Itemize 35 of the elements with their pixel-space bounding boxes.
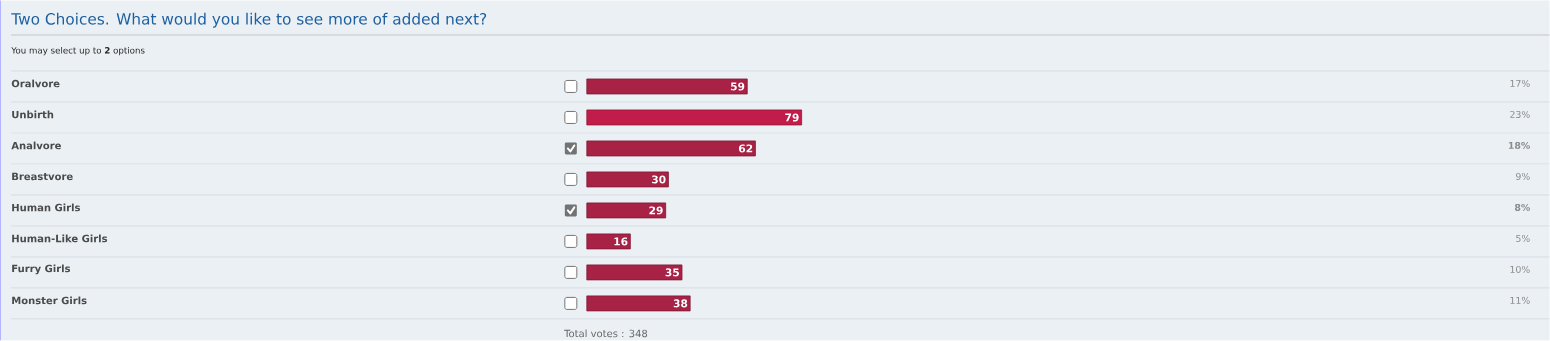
- bar: [586, 109, 803, 126]
- bar: [586, 171, 669, 188]
- text: 8%: [1514, 203, 1530, 212]
- data-label: 59: [730, 82, 745, 91]
- text: Total votes : 348: [564, 329, 648, 338]
- text: 5%: [1516, 234, 1530, 242]
- data-label: 62: [738, 144, 753, 153]
- y-tick-label: Monster Girls: [12, 296, 87, 305]
- y-tick-label: Human-Like Girls: [12, 234, 108, 243]
- bar: [586, 264, 683, 281]
- bar: [586, 295, 691, 312]
- y-tick-label: Unbirth: [12, 110, 54, 119]
- y-tick-label: Breastvore: [12, 172, 73, 181]
- y-tick-label: Human Girls: [12, 203, 80, 212]
- text: Two Choices. What would you like to see more of added next?: [11, 12, 487, 28]
- data-label: 16: [614, 237, 628, 246]
- y-tick-label: Analvore: [11, 141, 61, 150]
- text: 23%: [1510, 110, 1530, 119]
- data-label: 35: [665, 268, 679, 277]
- text: 18%: [1508, 141, 1530, 150]
- bar: [586, 233, 631, 250]
- text: 10%: [1510, 265, 1530, 273]
- text: 17%: [1510, 80, 1530, 88]
- data-label: 79: [785, 113, 799, 122]
- bar: [586, 140, 756, 157]
- bar: [586, 202, 667, 219]
- y-tick-label: Furry Girls: [12, 264, 71, 275]
- text: 11%: [1510, 296, 1530, 304]
- y-tick-label: Oralvore: [11, 79, 60, 88]
- text: You may select up to 2 options: [11, 46, 145, 56]
- bar: [586, 78, 748, 95]
- text: 9%: [1516, 172, 1530, 181]
- data-label: 29: [649, 206, 663, 215]
- data-label: 30: [652, 175, 666, 184]
- data-label: 38: [673, 299, 688, 308]
